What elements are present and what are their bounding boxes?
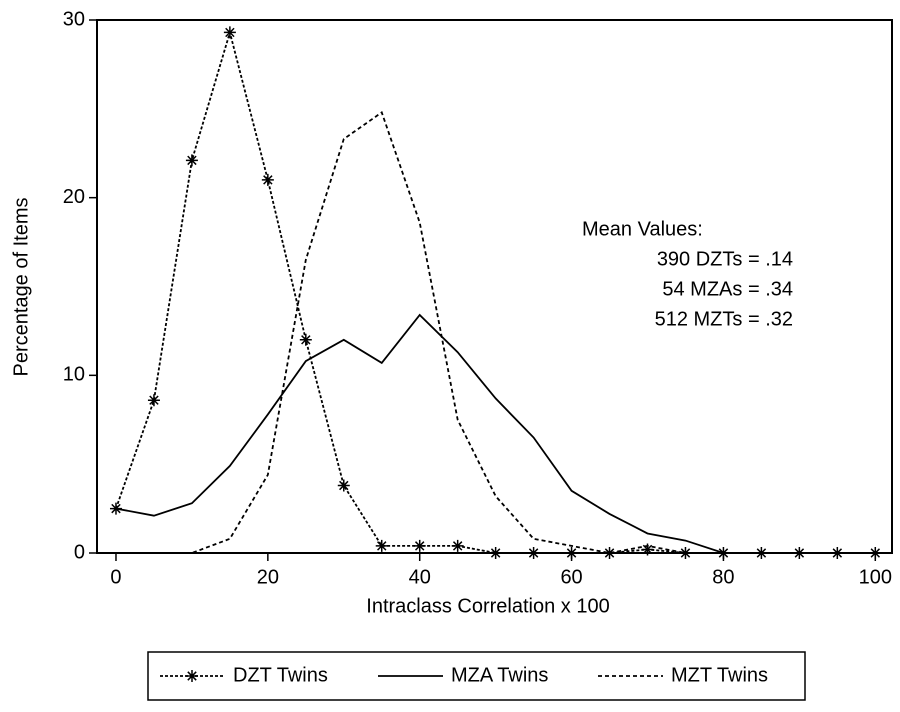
marker <box>299 333 312 346</box>
x-tick-label: 40 <box>409 566 431 588</box>
x-tick-label: 60 <box>560 566 582 588</box>
x-tick-label: 0 <box>110 566 121 588</box>
marker <box>223 26 236 39</box>
y-tick-label: 0 <box>74 541 85 563</box>
legend-marker <box>186 670 198 682</box>
annotation: 54 MZAs = .34 <box>662 278 793 300</box>
marker <box>641 543 654 556</box>
marker <box>451 539 464 552</box>
legend-label: MZA Twins <box>451 664 548 686</box>
marker <box>527 547 540 559</box>
x-tick-label: 80 <box>712 566 734 588</box>
legend-box <box>147 651 806 701</box>
marker <box>375 539 388 552</box>
y-tick-label: 30 <box>63 8 85 30</box>
series-line <box>115 110 876 554</box>
x-tick-label: 100 <box>859 566 892 588</box>
y-axis-label: Percentage of Items <box>10 198 32 377</box>
y-tick-label: 20 <box>63 186 85 208</box>
series-line <box>115 313 876 554</box>
x-axis-label: Intraclass Correlation x 100 <box>366 595 609 617</box>
legend-label: MZT Twins <box>671 664 768 686</box>
y-tick-label: 10 <box>63 364 85 386</box>
marker <box>337 479 350 492</box>
marker <box>565 547 578 559</box>
annotation: 390 DZTs = .14 <box>657 248 793 270</box>
annotation: 512 MZTs = .32 <box>655 308 793 330</box>
x-tick-label: 20 <box>257 566 279 588</box>
marker <box>489 547 502 559</box>
marker <box>185 154 198 167</box>
marker <box>261 173 274 186</box>
legend-label: DZT Twins <box>233 664 328 686</box>
marker <box>603 547 616 559</box>
marker <box>413 539 426 552</box>
marker <box>147 394 160 407</box>
annotation: Mean Values: <box>582 218 703 240</box>
marker <box>679 547 692 559</box>
